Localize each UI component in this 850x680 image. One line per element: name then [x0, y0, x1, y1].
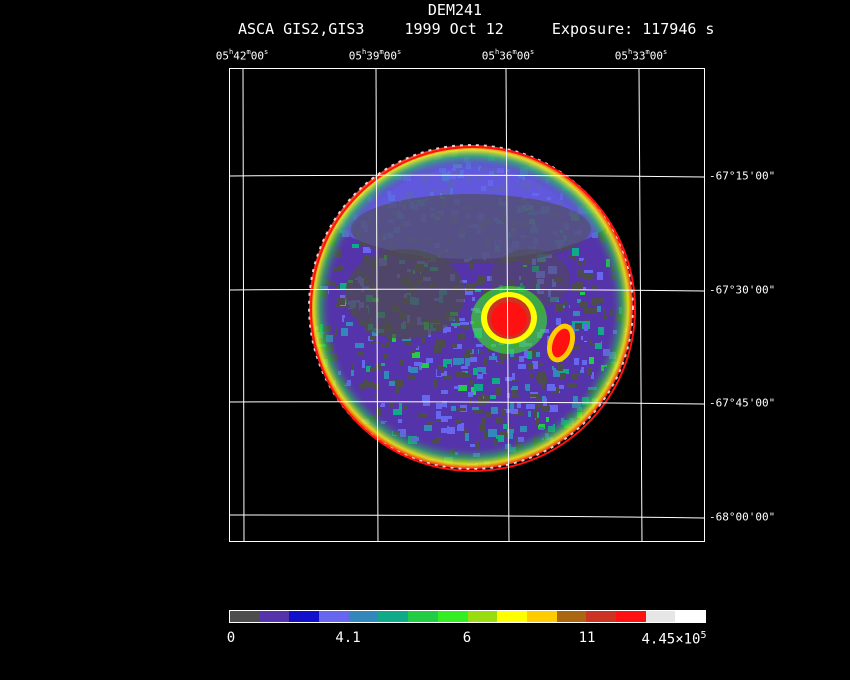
colorbar-tick-4: 11	[578, 630, 596, 646]
dec-label-4: -68°00'00"	[709, 510, 776, 524]
colorbar-swatch	[437, 611, 468, 622]
observation-subtitle: ASCA GIS2,GIS3 1999 Oct 12 Exposure: 117…	[238, 20, 714, 38]
colorbar-tick-2: 4.1	[335, 630, 361, 646]
colorbar	[229, 610, 706, 623]
colorbar-swatch	[675, 611, 705, 622]
colorbar-swatch	[645, 611, 676, 622]
ra-label-3: 05h36m00s	[481, 48, 535, 63]
colorbar-swatch	[467, 611, 498, 622]
instrument-label: ASCA GIS2,GIS3	[238, 20, 365, 38]
colorbar-swatch	[230, 611, 260, 622]
colorbar-swatch	[378, 611, 409, 622]
exposure-value: 117946 s	[642, 20, 715, 38]
coordinate-grid	[230, 69, 704, 541]
ra-label-2: 05h39m00s	[348, 48, 402, 63]
colorbar-tick-1: 0	[226, 630, 236, 646]
colorbar-tick-3: 6	[462, 630, 472, 646]
colorbar-swatch	[526, 611, 557, 622]
ra-label-1: 05h42m00s	[215, 48, 269, 63]
colorbar-swatch	[408, 611, 438, 622]
colorbar-swatch	[348, 611, 379, 622]
colorbar-swatch	[556, 611, 587, 622]
colorbar-swatch	[289, 611, 320, 622]
dec-label-1: -67°15'00"	[709, 169, 776, 183]
colorbar-swatch	[319, 611, 349, 622]
colorbar-swatch	[259, 611, 290, 622]
xray-intensity-map	[230, 69, 704, 541]
dec-label-2: -67°30'00"	[709, 283, 776, 297]
ra-label-4: 05h33m00s	[614, 48, 668, 63]
exposure-label: Exposure:	[551, 20, 634, 38]
image-frame	[229, 68, 705, 542]
object-title: DEM241	[427, 1, 483, 19]
dec-label-3: -67°45'00"	[709, 396, 776, 410]
colorbar-swatch	[615, 611, 646, 622]
colorbar-tick-max: 4.45×105	[641, 630, 707, 648]
colorbar-swatch	[497, 611, 527, 622]
date-label: 1999 Oct 12	[404, 20, 504, 38]
colorbar-swatch	[586, 611, 616, 622]
